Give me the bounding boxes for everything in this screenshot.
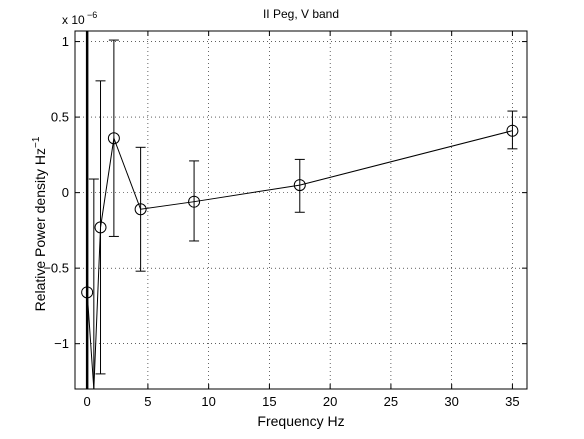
- x-tick-label: 30: [444, 394, 458, 409]
- y-tick-label: −0.5: [43, 261, 69, 276]
- y-tick-label: 0: [62, 185, 69, 200]
- grid: [75, 31, 527, 389]
- y-tick-label: 0.5: [51, 110, 69, 125]
- x-tick-label: 10: [201, 394, 215, 409]
- y-tick-label: −1: [54, 336, 69, 351]
- x-tick-label: 25: [384, 394, 398, 409]
- x-tick-label: 0: [84, 394, 91, 409]
- y-axis-label-exponent: −1: [31, 136, 42, 148]
- x-tick-label: 5: [144, 394, 151, 409]
- x-axis-label: Frequency Hz: [257, 413, 344, 429]
- data-point: [134, 203, 147, 216]
- ticks: [75, 31, 527, 389]
- plot-frame: [74, 30, 528, 390]
- data-point: [107, 132, 120, 145]
- y-axis-label-text: Relative Power density Hz: [32, 148, 48, 311]
- data-point: [81, 286, 94, 299]
- x-tick-label: 35: [505, 394, 519, 409]
- data-point: [293, 179, 306, 192]
- series-group: [81, 31, 519, 389]
- x-tick-label: 15: [262, 394, 276, 409]
- y-multiplier-exponent: −6: [87, 10, 97, 20]
- axes: [74, 30, 528, 390]
- series-line: [86, 130, 513, 389]
- y-multiplier-base: x 10: [62, 13, 85, 27]
- chart-title: II Peg, V band: [263, 7, 339, 21]
- tick-labels: 0 5 10 15 20 25 30 35 −1 −0.5 0 0.5 1: [43, 34, 519, 409]
- data-point: [94, 221, 107, 234]
- y-tick-label: 1: [62, 34, 69, 49]
- data-point: [506, 124, 519, 137]
- svg-text:Relative Power density Hz−1: Relative Power density Hz−1: [31, 136, 48, 311]
- y-multiplier-label: x 10 −6: [62, 10, 97, 27]
- data-point: [188, 195, 201, 208]
- series: [81, 31, 519, 389]
- x-tick-label: 20: [323, 394, 337, 409]
- y-axis-label: Relative Power density Hz−1: [31, 136, 48, 311]
